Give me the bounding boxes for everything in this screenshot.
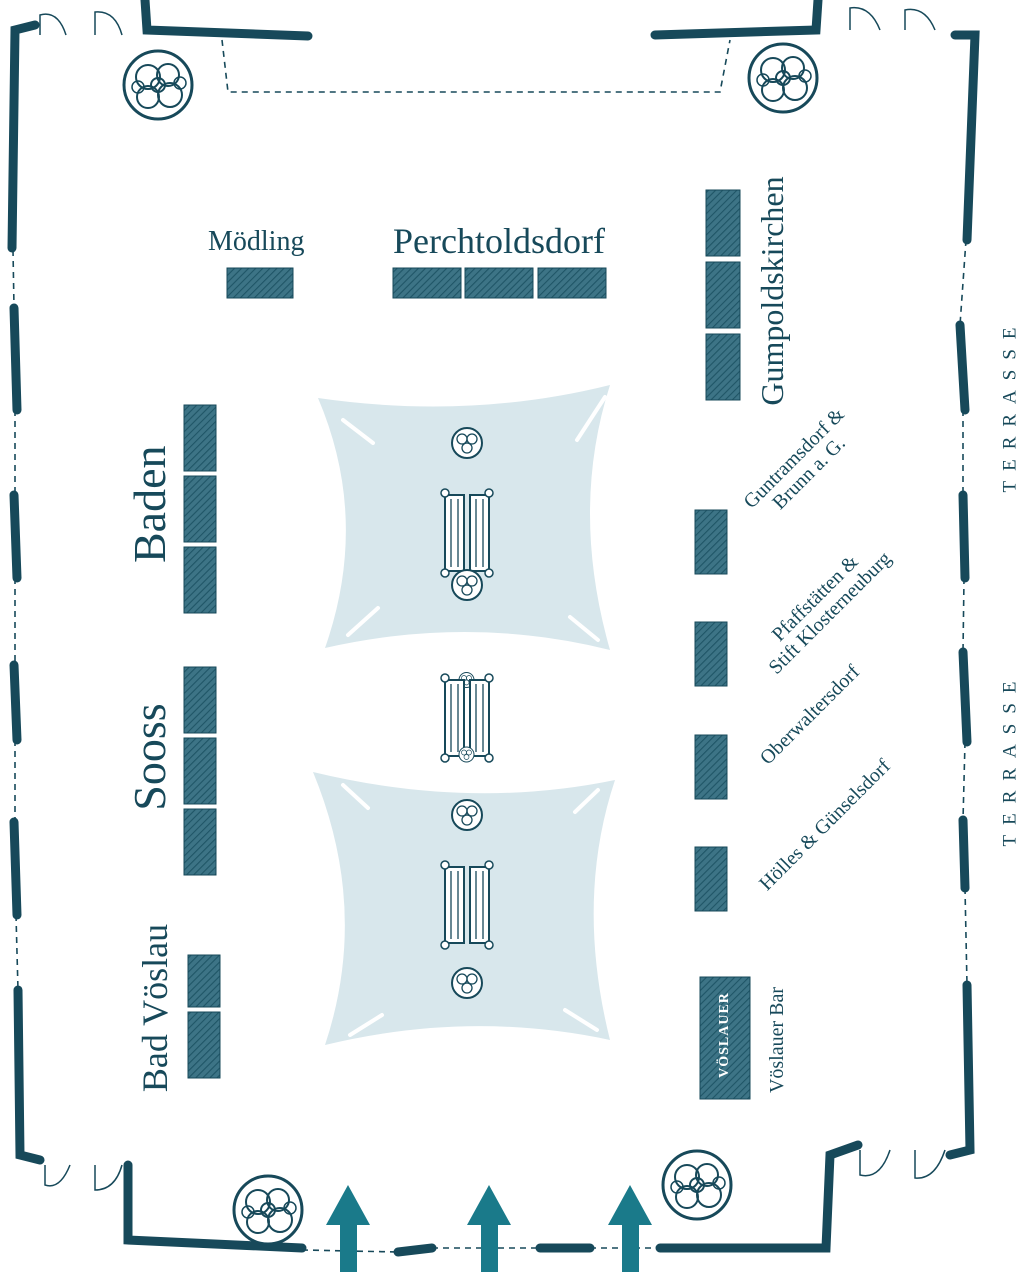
stand-hoelles: [694, 846, 728, 912]
stand-pfaffstaetten: [694, 621, 728, 687]
tree-icon: [661, 1149, 733, 1221]
label-sooss: Sooss: [124, 703, 175, 811]
dashed-walls: [12, 39, 968, 1253]
tree-icon: [232, 1174, 304, 1246]
arrow-up-icon: [326, 1185, 652, 1272]
tree-icon: [451, 799, 483, 831]
stand-bad-voeslau: [187, 954, 221, 1008]
tent-south-seams: [341, 783, 600, 1037]
stand-bad-voeslau: [187, 1011, 221, 1079]
stand-baden: [183, 546, 217, 614]
tree-icon: [451, 427, 483, 459]
stand-moedling: [226, 267, 294, 299]
stand-perchtoldsdorf: [537, 267, 607, 299]
stand-guntramsdorf: [694, 509, 728, 575]
label-terrasse-bottom: TERRASSE: [999, 671, 1021, 847]
stand-gumpoldskirchen: [705, 189, 741, 257]
stand-oberwaltersdorf: [694, 734, 728, 800]
stand-sooss: [183, 737, 217, 805]
tree-icon: [747, 42, 819, 114]
tree-icon: [451, 967, 483, 999]
tree-icon: [122, 49, 194, 121]
stand-voeslauer-bar: [699, 976, 751, 1100]
label-gumpoldskirchen: Gumpoldskirchen: [754, 176, 790, 406]
walls: [7, 0, 980, 1257]
stands: [183, 189, 751, 1100]
stand-baden: [183, 475, 217, 543]
tent-north-seams: [341, 395, 607, 642]
stand-sooss: [183, 666, 217, 734]
stand-perchtoldsdorf: [464, 267, 534, 299]
stand-baden: [183, 404, 217, 472]
tree-icon: [458, 746, 475, 763]
label-moedling: Mödling: [208, 226, 305, 257]
stand-perchtoldsdorf: [392, 267, 462, 299]
stand-gumpoldskirchen: [705, 333, 741, 401]
label-bad-voeslau: Bad Vöslau: [135, 923, 175, 1093]
tree-icon: [451, 569, 483, 601]
door-icon: [39, 6, 946, 1191]
bar-logo: VÖSLAUER: [717, 992, 732, 1078]
label-voeslauer-bar: Vöslauer Bar: [766, 986, 788, 1094]
label-terrasse-top: TERRASSE: [999, 317, 1021, 493]
label-perchtoldsdorf: Perchtoldsdorf: [393, 221, 605, 261]
stand-sooss: [183, 808, 217, 876]
label-baden: Baden: [124, 445, 175, 563]
stand-gumpoldskirchen: [705, 261, 741, 329]
